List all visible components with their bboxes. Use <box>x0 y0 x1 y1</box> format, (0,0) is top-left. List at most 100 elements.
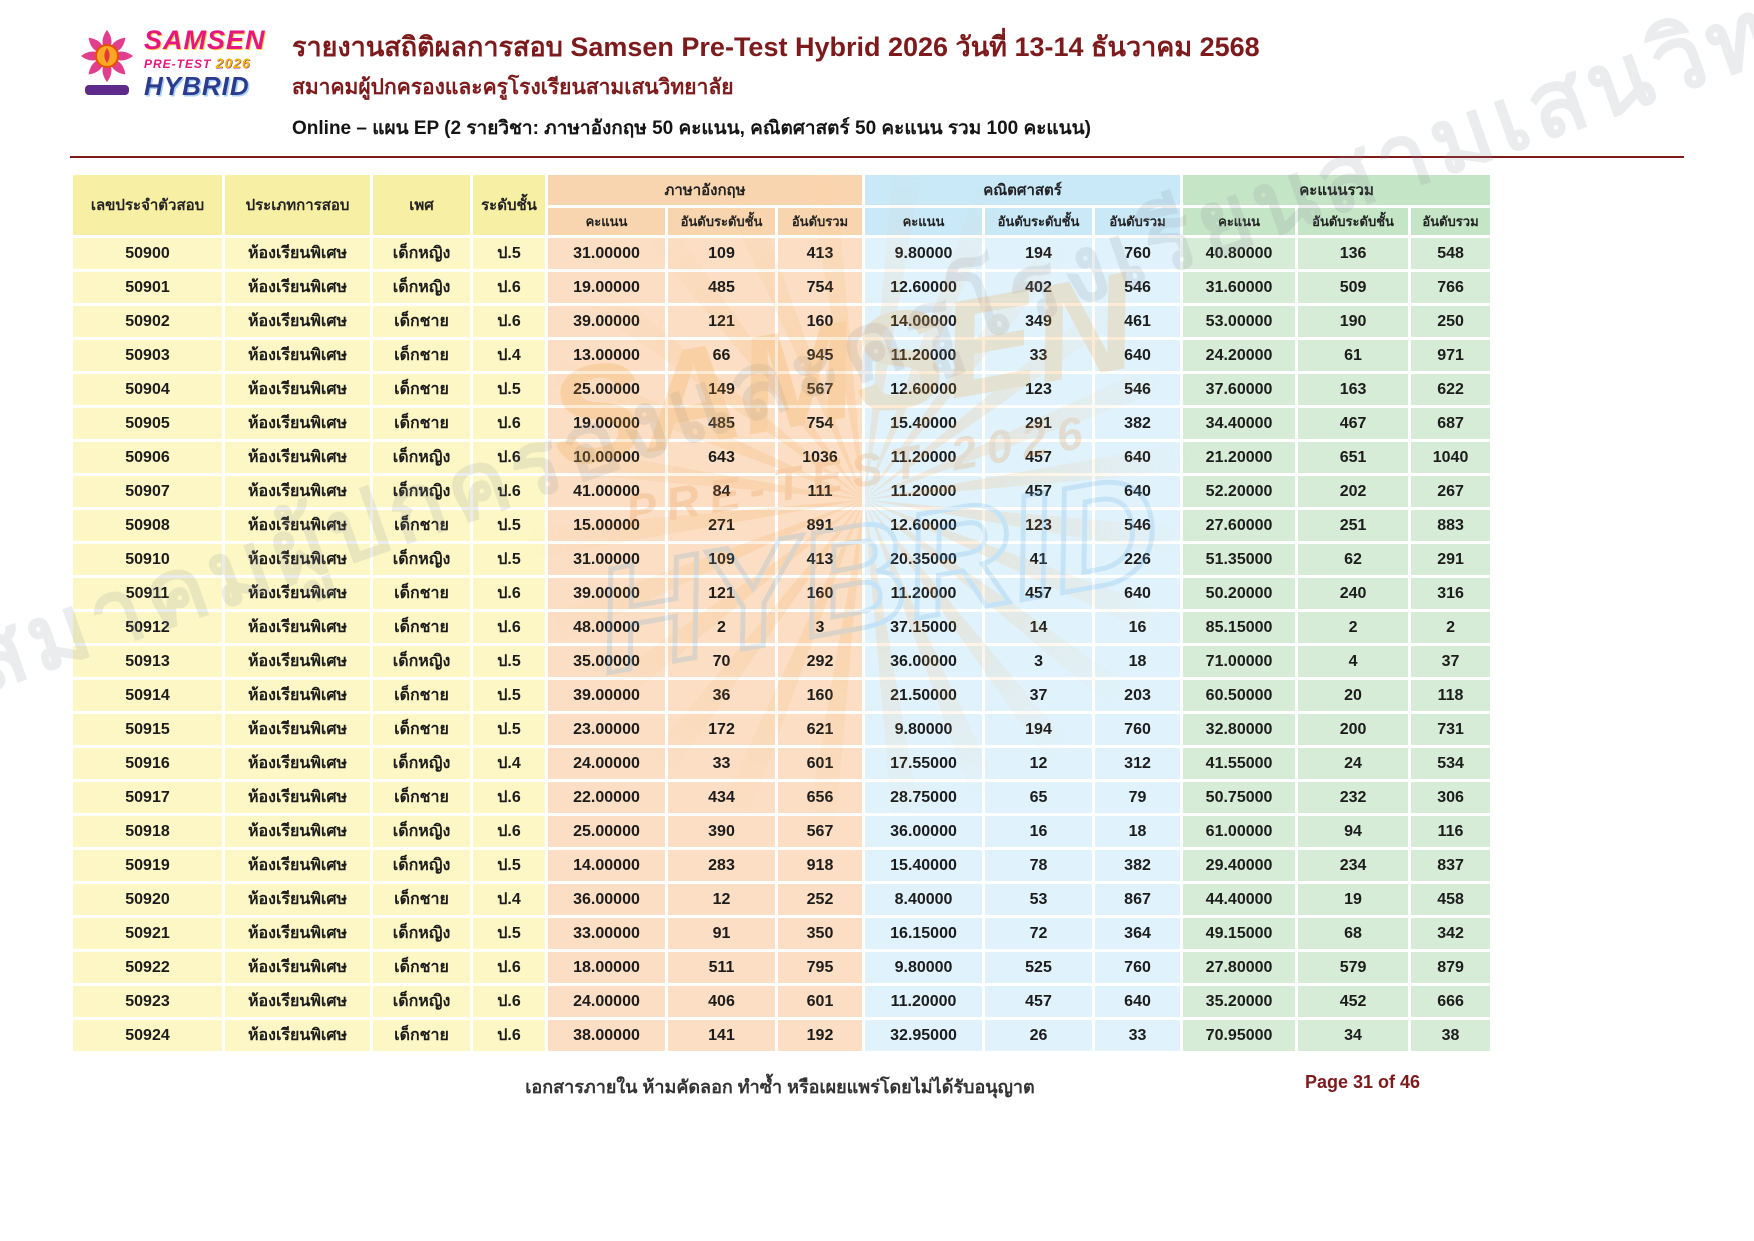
table-cell: 52.20000 <box>1180 473 1299 510</box>
table-cell: ห้องเรียนพิเศษ <box>222 711 373 748</box>
table-row: 50924 ห้องเรียนพิเศษ เด็กชาย ป.6 38.00000 141… <box>70 1017 1494 1054</box>
table-cell: 349 <box>982 303 1096 340</box>
table-row: 50918 ห้องเรียนพิเศษ เด็กหญิง ป.6 25.00000 39… <box>70 813 1494 850</box>
table-cell: 406 <box>665 983 778 1020</box>
table-cell: 50907 <box>70 473 225 510</box>
table-cell: 891 <box>774 507 866 544</box>
table-cell: 39.00000 <box>545 303 668 340</box>
table-cell: 50921 <box>70 915 225 952</box>
table-cell: 291 <box>982 405 1096 442</box>
table-cell: 382 <box>1092 405 1184 442</box>
table-row: 50915 ห้องเรียนพิเศษ เด็กชาย ป.5 23.00000 172… <box>70 711 1494 748</box>
table-row: 50901 ห้องเรียนพิเศษ เด็กหญิง ป.6 19.00000 48… <box>70 269 1494 306</box>
table-cell: 232 <box>1295 779 1412 816</box>
logo-pretest-label: PRE-TEST 2026 <box>144 56 266 71</box>
table-cell: 84 <box>665 473 778 510</box>
sub-column-header: อันดับรวม <box>1408 205 1494 238</box>
table-cell: 601 <box>774 745 866 782</box>
table-cell: เด็กหญิง <box>370 813 473 850</box>
table-cell: 51.35000 <box>1180 541 1299 578</box>
table-cell: ป.6 <box>470 1017 548 1054</box>
table-row: 50907 ห้องเรียนพิเศษ เด็กหญิง ป.6 41.00000 84… <box>70 473 1494 510</box>
table-cell: 306 <box>1408 779 1494 816</box>
table-cell: 525 <box>982 949 1096 986</box>
table-cell: 11.20000 <box>862 983 986 1020</box>
table-cell: 567 <box>774 813 866 850</box>
table-cell: 50906 <box>70 439 225 476</box>
table-cell: 413 <box>774 235 866 272</box>
table-cell: ป.5 <box>470 847 548 884</box>
table-cell: 37 <box>1408 643 1494 680</box>
table-cell: 136 <box>1295 235 1412 272</box>
table-cell: เด็กหญิง <box>370 983 473 1020</box>
table-cell: เด็กชาย <box>370 711 473 748</box>
table-cell: 283 <box>665 847 778 884</box>
table-cell: 61 <box>1295 337 1412 374</box>
table-cell: 111 <box>774 473 866 510</box>
table-cell: ห้องเรียนพิเศษ <box>222 949 373 986</box>
table-cell: 621 <box>774 711 866 748</box>
sub-column-header: คะแนน <box>545 205 668 238</box>
table-cell: 316 <box>1408 575 1494 612</box>
table-cell: 31.00000 <box>545 541 668 578</box>
table-cell: 837 <box>1408 847 1494 884</box>
table-cell: ห้องเรียนพิเศษ <box>222 439 373 476</box>
table-cell: 11.20000 <box>862 337 986 374</box>
table-cell: 70 <box>665 643 778 680</box>
table-cell: 194 <box>982 235 1096 272</box>
table-cell: ห้องเรียนพิเศษ <box>222 473 373 510</box>
logo-hybrid-label: HYBRID <box>144 71 250 102</box>
column-header: ระดับชั้น <box>470 172 548 238</box>
table-cell: 50905 <box>70 405 225 442</box>
table-cell: 61.00000 <box>1180 813 1299 850</box>
table-cell: 879 <box>1408 949 1494 986</box>
table-cell: ป.4 <box>470 337 548 374</box>
results-table: เลขประจำตัวสอบ ประเภทการสอบ เพศ ระดับชั้น ภา… <box>70 172 1494 1054</box>
table-cell: 467 <box>1295 405 1412 442</box>
table-cell: 485 <box>665 269 778 306</box>
table-cell: ป.5 <box>470 371 548 408</box>
table-row: 50910 ห้องเรียนพิเศษ เด็กหญิง ป.5 31.00000 10… <box>70 541 1494 578</box>
table-cell: 200 <box>1295 711 1412 748</box>
column-header: เพศ <box>370 172 473 238</box>
table-cell: 3 <box>774 609 866 646</box>
sub-column-header: อันดับระดับชั้น <box>1295 205 1412 238</box>
table-cell: 163 <box>1295 371 1412 408</box>
table-cell: 33 <box>665 745 778 782</box>
table-cell: 37.60000 <box>1180 371 1299 408</box>
table-cell: เด็กหญิง <box>370 847 473 884</box>
table-cell: 13.00000 <box>545 337 668 374</box>
table-cell: 12 <box>665 881 778 918</box>
table-cell: 65 <box>982 779 1096 816</box>
table-cell: ป.6 <box>470 269 548 306</box>
group-header: คณิตศาสตร์ <box>862 172 1184 208</box>
sub-column-header: อันดับระดับชั้น <box>982 205 1096 238</box>
table-cell: 38.00000 <box>545 1017 668 1054</box>
table-cell: ห้องเรียนพิเศษ <box>222 507 373 544</box>
table-cell: 485 <box>665 405 778 442</box>
table-cell: 640 <box>1092 439 1184 476</box>
table-cell: เด็กชาย <box>370 337 473 374</box>
table-cell: 1036 <box>774 439 866 476</box>
table-cell: 9.80000 <box>862 949 986 986</box>
table-cell: เด็กหญิง <box>370 439 473 476</box>
table-cell: 413 <box>774 541 866 578</box>
table-cell: 12 <box>982 745 1096 782</box>
table-cell: 10.00000 <box>545 439 668 476</box>
table-row: 50905 ห้องเรียนพิเศษ เด็กชาย ป.6 19.00000 485… <box>70 405 1494 442</box>
table-cell: 109 <box>665 541 778 578</box>
table-cell: ห้องเรียนพิเศษ <box>222 575 373 612</box>
table-cell: 37 <box>982 677 1096 714</box>
table-cell: 640 <box>1092 473 1184 510</box>
table-cell: 2 <box>1295 609 1412 646</box>
table-cell: 1040 <box>1408 439 1494 476</box>
table-cell: 546 <box>1092 371 1184 408</box>
table-cell: ป.6 <box>470 949 548 986</box>
table-cell: 754 <box>774 269 866 306</box>
table-cell: 53.00000 <box>1180 303 1299 340</box>
table-row: 50922 ห้องเรียนพิเศษ เด็กชาย ป.6 18.00000 511… <box>70 949 1494 986</box>
table-row: 50904 ห้องเรียนพิเศษ เด็กชาย ป.5 25.00000 149… <box>70 371 1494 408</box>
table-cell: ป.6 <box>470 439 548 476</box>
school-emblem-icon <box>81 30 133 96</box>
